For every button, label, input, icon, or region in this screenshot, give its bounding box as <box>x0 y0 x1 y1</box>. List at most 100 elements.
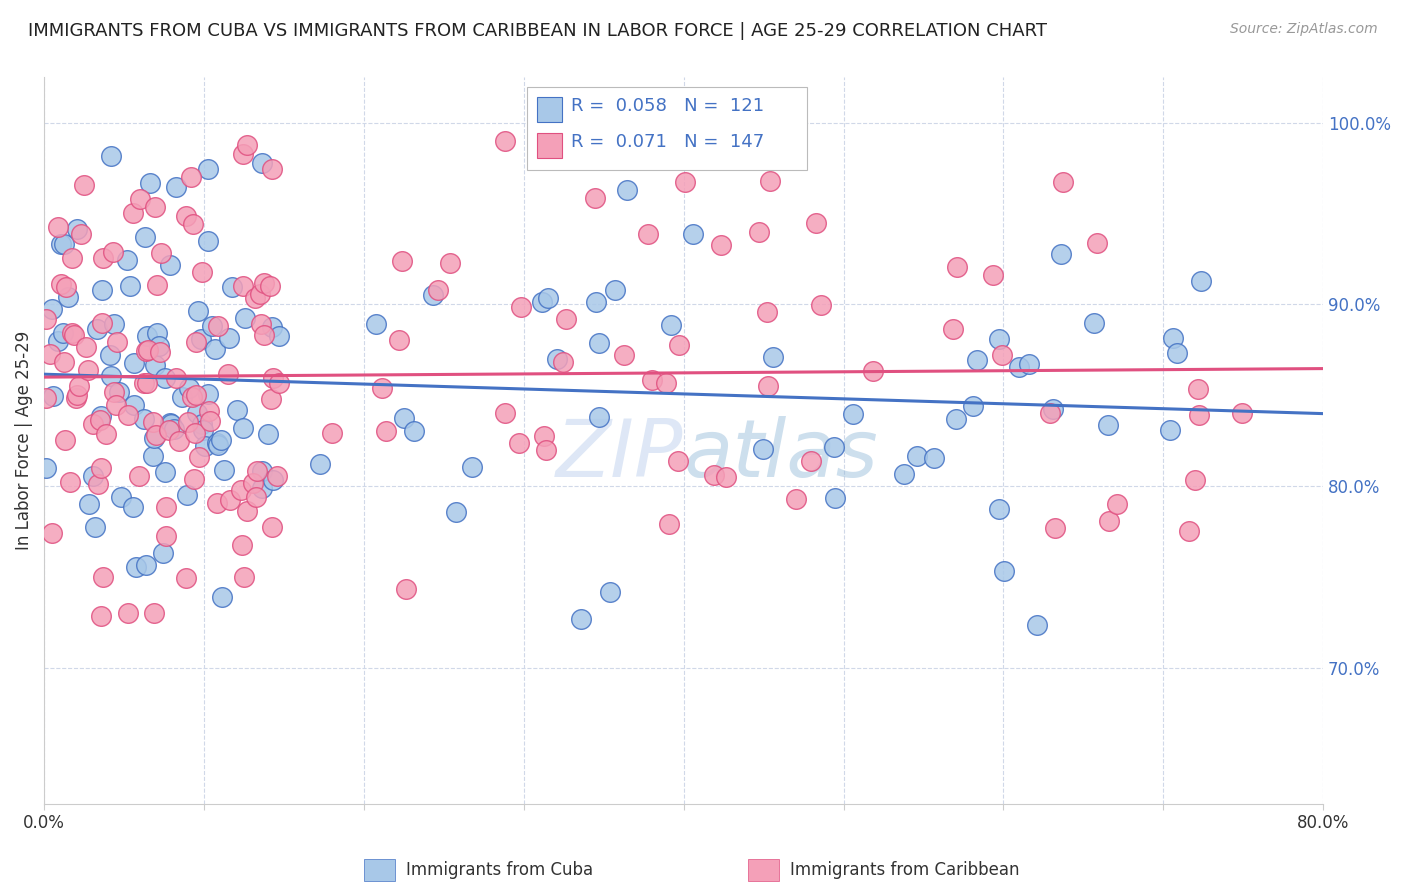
Point <box>55 280 77 294</box>
Point <box>146 326 169 340</box>
Point <box>152 546 174 560</box>
Point <box>785 491 807 506</box>
Point <box>253 276 276 290</box>
Point <box>219 493 242 508</box>
Point <box>148 338 170 352</box>
Point <box>187 303 209 318</box>
Point <box>585 295 607 310</box>
Point <box>537 291 560 305</box>
Point <box>1083 316 1105 330</box>
Point <box>115 252 138 267</box>
Point <box>555 311 578 326</box>
Point <box>1159 423 1181 437</box>
Point <box>245 490 267 504</box>
Point <box>309 457 332 471</box>
Point <box>75 340 97 354</box>
Point <box>135 343 157 358</box>
Point <box>1177 524 1199 538</box>
Point <box>73 178 96 193</box>
Point <box>659 318 682 332</box>
Point <box>1039 406 1062 420</box>
Point <box>1026 618 1049 632</box>
Point <box>1098 514 1121 528</box>
Point <box>90 461 112 475</box>
Point <box>371 381 394 395</box>
Point <box>174 571 197 585</box>
Point <box>703 467 725 482</box>
Point <box>804 216 827 230</box>
Point <box>668 453 690 467</box>
Point <box>823 440 845 454</box>
Point <box>1187 382 1209 396</box>
Point <box>63 328 86 343</box>
Point <box>461 459 484 474</box>
Point <box>641 373 664 387</box>
Point <box>108 385 131 400</box>
Point <box>124 356 146 370</box>
Point <box>52 236 75 251</box>
Point <box>755 304 778 318</box>
Point <box>236 504 259 518</box>
Point <box>35 391 58 405</box>
Point <box>530 295 553 310</box>
Point <box>184 425 207 440</box>
Text: R =  0.058   N =  121: R = 0.058 N = 121 <box>571 97 763 115</box>
Point <box>117 606 139 620</box>
Point <box>149 245 172 260</box>
Point <box>842 407 865 421</box>
Point <box>1188 408 1211 422</box>
Point <box>159 416 181 430</box>
Point <box>494 134 516 148</box>
Point <box>207 437 229 451</box>
Point <box>375 424 398 438</box>
Point <box>207 319 229 334</box>
Point <box>1166 346 1188 360</box>
Point <box>177 415 200 429</box>
Point <box>945 412 967 426</box>
Point <box>439 256 461 270</box>
Point <box>232 147 254 161</box>
Point <box>993 564 1015 578</box>
Point <box>143 358 166 372</box>
Point <box>253 327 276 342</box>
Point <box>134 229 156 244</box>
Point <box>145 427 167 442</box>
Point <box>163 422 186 436</box>
Point <box>226 402 249 417</box>
Point <box>125 560 148 574</box>
Point <box>658 516 681 531</box>
Point <box>77 363 100 377</box>
Point <box>217 367 239 381</box>
Point <box>83 520 105 534</box>
Point <box>494 406 516 420</box>
Point <box>231 538 253 552</box>
Point <box>232 421 254 435</box>
Text: R =  0.071   N =  147: R = 0.071 N = 147 <box>571 133 765 151</box>
Point <box>988 332 1011 346</box>
Point <box>135 376 157 390</box>
Point <box>1163 331 1185 345</box>
Point <box>966 353 988 368</box>
Point <box>197 387 219 401</box>
Point <box>136 328 159 343</box>
Point <box>135 558 157 572</box>
Point <box>60 326 83 341</box>
Point <box>128 469 150 483</box>
Point <box>65 392 87 406</box>
Point <box>35 311 58 326</box>
Point <box>191 417 214 431</box>
Point <box>1008 359 1031 374</box>
Point <box>533 429 555 443</box>
Point <box>267 329 290 343</box>
Point <box>82 468 104 483</box>
Point <box>613 348 636 362</box>
Point <box>571 612 593 626</box>
Point <box>174 209 197 223</box>
Point <box>231 483 253 498</box>
Point <box>103 384 125 399</box>
Point <box>200 319 222 334</box>
Point <box>942 322 965 336</box>
Point <box>122 206 145 220</box>
Point <box>682 227 704 242</box>
Point <box>41 526 63 541</box>
